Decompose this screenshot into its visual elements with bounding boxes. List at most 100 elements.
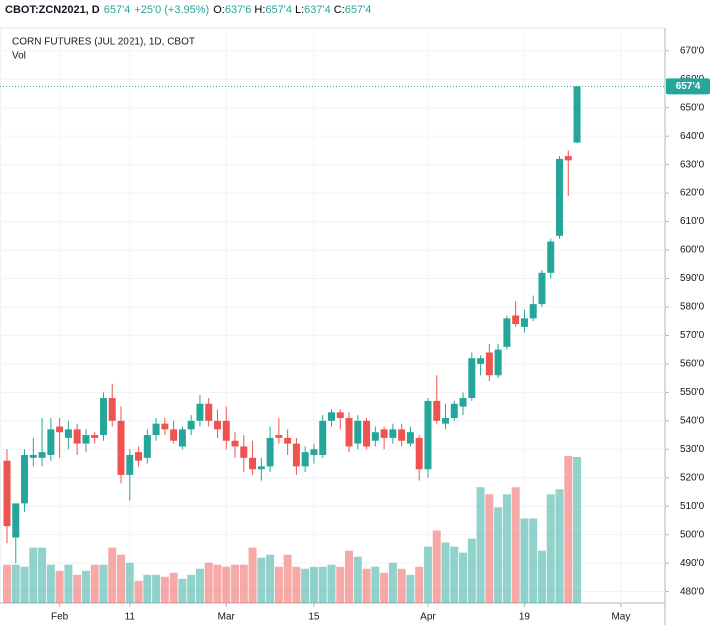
x-tick-label: Apr (420, 612, 436, 623)
candle-body (205, 403, 213, 421)
candle-body (380, 429, 388, 438)
volume-bar (476, 487, 485, 603)
candle-body (327, 412, 335, 421)
ohlc: O:637'6 H:657'4 L:637'4 C:657'4 (213, 4, 374, 16)
volume-bar (292, 566, 301, 603)
ohlc-value: 657'4 (344, 4, 372, 16)
candle-body (363, 420, 371, 447)
candle-body (547, 241, 555, 273)
candle-body (82, 435, 90, 444)
candle-body (196, 403, 204, 421)
candle-body (336, 412, 344, 418)
candle-body (56, 426, 64, 433)
candle-body (12, 503, 20, 538)
volume-bar (345, 550, 354, 603)
volume-bar (494, 507, 503, 603)
y-tick-label: 560'0 (680, 359, 705, 370)
volume-bar (520, 518, 529, 603)
candle-body (503, 318, 511, 347)
y-tick-label: 620'0 (680, 188, 705, 199)
candle-body (91, 435, 99, 438)
candle-body (354, 420, 362, 444)
candle-body (450, 403, 458, 418)
volume-bar (388, 562, 397, 603)
candle-body (213, 420, 221, 430)
candle-body (494, 349, 502, 376)
candle-body (143, 435, 151, 458)
x-tick-label: 19 (519, 612, 531, 623)
candle-body (231, 440, 239, 447)
volume-bar (239, 564, 248, 603)
candle-body (538, 272, 546, 305)
volume-bar (64, 564, 73, 603)
candle-body (3, 460, 11, 527)
volume-bar (152, 574, 161, 603)
symbol: CBOT:ZCN2021, D (5, 4, 100, 16)
candle-body (292, 443, 300, 467)
y-tick-label: 540'0 (680, 415, 705, 426)
volume-bar (46, 564, 55, 603)
volume-bar (467, 538, 476, 603)
volume-bar (231, 564, 240, 603)
candle-body (389, 429, 397, 438)
candle-body (529, 304, 537, 319)
volume-bar (195, 568, 204, 603)
candle-body (564, 156, 572, 161)
price-label-box (666, 78, 710, 95)
volume-bar (178, 578, 187, 603)
y-tick-label: 480'0 (680, 586, 705, 597)
candle-body (310, 449, 318, 455)
candle-body (415, 437, 423, 470)
volume-bar (502, 494, 511, 603)
volume-bar (573, 457, 582, 603)
candle-body (73, 429, 81, 444)
volume-bar (134, 580, 143, 603)
volume-bar (187, 574, 196, 603)
y-tick-label: 520'0 (680, 472, 705, 483)
volume-bar (406, 574, 415, 603)
volume-bar (108, 547, 117, 603)
candle-body (512, 315, 520, 325)
candle-body (266, 437, 274, 467)
candle-body (433, 400, 441, 421)
x-tick-label: 15 (308, 612, 320, 623)
candle-body (556, 158, 564, 236)
candle-body (21, 454, 29, 504)
candle-body (135, 452, 143, 461)
volume-bar (423, 546, 432, 603)
volume-bar (529, 518, 538, 603)
candle-body (406, 432, 414, 444)
volume-bar (99, 564, 108, 603)
candle-body (29, 454, 37, 458)
y-tick-label: 670'0 (680, 45, 705, 56)
candle-body (319, 420, 327, 455)
x-tick-label: Mar (218, 612, 236, 623)
candle-body (152, 423, 160, 436)
candle-body (485, 352, 493, 376)
candle-body (477, 358, 485, 364)
volume-bar (125, 562, 134, 603)
volume-bar (222, 566, 231, 603)
volume-bar (336, 566, 345, 603)
volume-bar (397, 568, 406, 603)
y-tick-label: 610'0 (680, 216, 705, 227)
y-tick-label: 550'0 (680, 387, 705, 398)
change: +25'0 (+3.95%) (134, 4, 210, 16)
volume-bar (485, 494, 494, 603)
volume-bar (143, 574, 152, 603)
volume-bar (3, 564, 11, 603)
volume-bar (257, 557, 266, 603)
ohlc-key: L: (294, 4, 305, 16)
candle-body (275, 435, 283, 438)
candle-body (117, 420, 125, 475)
volume-bar (283, 554, 292, 603)
volume-bar (450, 546, 459, 603)
volume-bar (274, 566, 283, 603)
volume-bar (301, 568, 310, 603)
volume-bar (55, 570, 64, 603)
y-tick-label: 500'0 (680, 529, 705, 540)
volume-bar (511, 487, 520, 603)
volume-bar (380, 572, 389, 603)
